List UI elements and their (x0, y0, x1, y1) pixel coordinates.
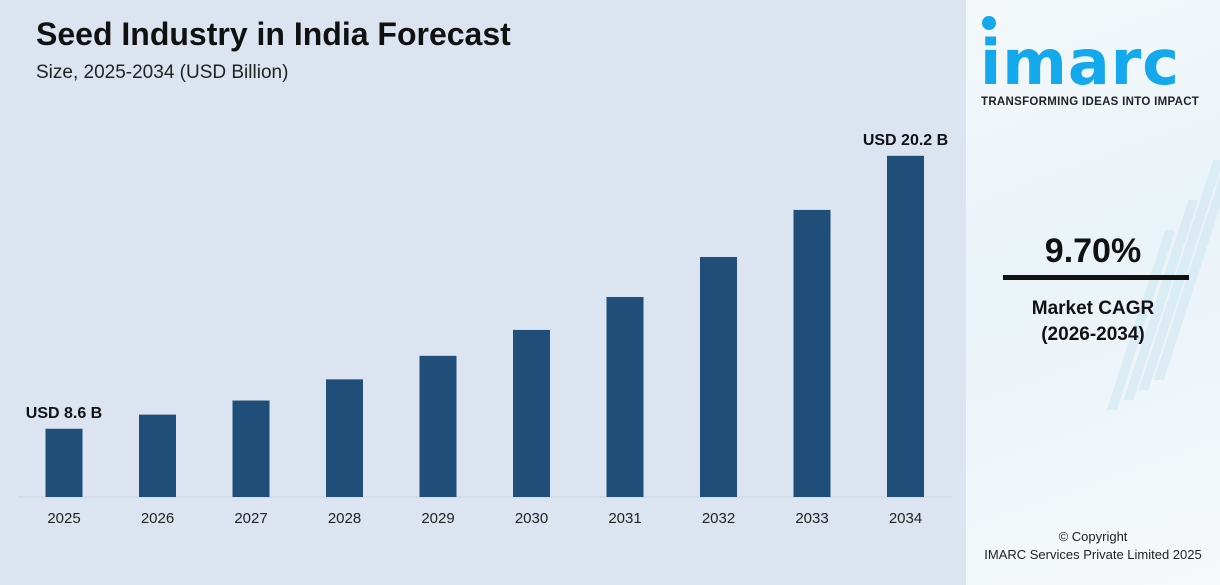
x-tick-label: 2032 (702, 510, 735, 527)
x-tick-label: 2027 (234, 510, 267, 527)
bar-2027 (232, 400, 270, 497)
x-tick-label: 2030 (515, 510, 548, 527)
bar-2029 (419, 355, 457, 497)
copyright-label: © Copyright (1058, 529, 1128, 544)
bar-2030 (513, 329, 550, 497)
bar-2031 (606, 296, 644, 497)
copyright: © Copyright IMARC Services Private Limit… (966, 528, 1220, 564)
chart-panel: Seed Industry in India Forecast Size, 20… (0, 0, 966, 585)
x-tick-label: 2034 (889, 510, 922, 527)
info-panel: imarc TRANSFORMING IDEAS INTO IMPACT 9.7… (966, 0, 1220, 585)
tagline: TRANSFORMING IDEAS INTO IMPACT (981, 96, 1200, 108)
company-name: IMARC Services Private Limited 2025 (984, 547, 1202, 562)
bar-chart: 2025 USD 8.6 B 2026 2027 2028 2029 2030 2031 203… (18, 132, 952, 527)
bar-2025 (45, 428, 83, 497)
bar-2028 (326, 379, 363, 497)
x-tick-label: 2028 (328, 510, 361, 527)
data-label: USD 20.2 B (863, 132, 948, 149)
data-label: USD 8.6 B (26, 405, 102, 422)
bar-2033 (793, 209, 831, 497)
x-tick-label: 2026 (141, 510, 174, 527)
bar-2032 (700, 256, 737, 497)
chart-title: Seed Industry in India Forecast (36, 16, 511, 52)
chart-subtitle: Size, 2025-2034 (USD Billion) (36, 62, 289, 83)
x-tick-label: 2033 (795, 510, 828, 527)
x-tick-label: 2031 (608, 510, 641, 527)
cagr-period: (2026-2034) (1041, 324, 1145, 345)
bar-2034 (887, 155, 924, 497)
x-tick-label: 2029 (421, 510, 454, 527)
cagr-label: Market CAGR (2026-2034) (966, 296, 1220, 348)
logo-dot-icon (982, 16, 996, 30)
bar-2026 (139, 414, 176, 497)
divider (1003, 275, 1189, 280)
cagr-title: Market CAGR (1031, 298, 1155, 319)
cagr-value: 9.70% (1044, 232, 1142, 270)
x-tick-label: 2025 (47, 510, 80, 527)
imarc-logo: imarc (980, 26, 1181, 99)
